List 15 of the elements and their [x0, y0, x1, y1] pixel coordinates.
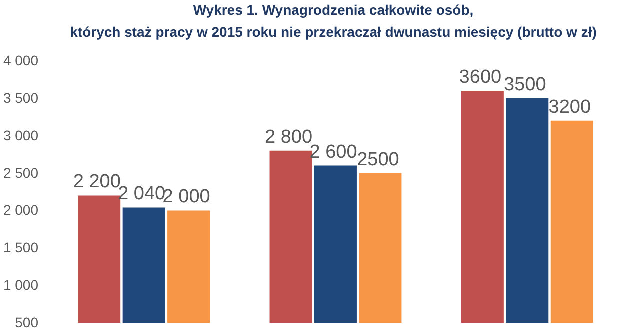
- data-label: 3600: [459, 66, 502, 88]
- data-label: 2500: [357, 149, 400, 170]
- y-tick-label: 1 000: [3, 277, 39, 294]
- y-tick-label: 1 500: [3, 240, 39, 256]
- y-tick-label: 3 500: [3, 90, 39, 106]
- data-label: 2 000: [162, 186, 210, 208]
- chart-title: Wykres 1. Wynagrodzenia całkowite osób, których staż pracy w 2015 roku nie przekraczał dwunastu miesięcy (brutto w zł): [70, 2, 597, 40]
- y-tick-label: 500: [15, 314, 39, 330]
- y-tick-label: 2 500: [3, 164, 39, 181]
- data-label: 2 600: [310, 142, 358, 163]
- y-tick-label: 2 000: [3, 202, 39, 218]
- y-tick-label: 3 000: [3, 127, 39, 144]
- y-tick-label: 4 000: [3, 52, 39, 68]
- data-label: 3500: [504, 74, 546, 96]
- data-label: 3200: [548, 96, 592, 118]
